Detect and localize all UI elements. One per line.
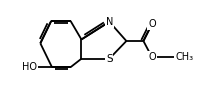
Text: O: O [147, 52, 155, 62]
Text: O: O [147, 19, 155, 29]
Text: N: N [105, 17, 112, 27]
Text: CH₃: CH₃ [174, 52, 192, 62]
Text: HO: HO [22, 62, 37, 72]
Text: S: S [105, 54, 112, 64]
